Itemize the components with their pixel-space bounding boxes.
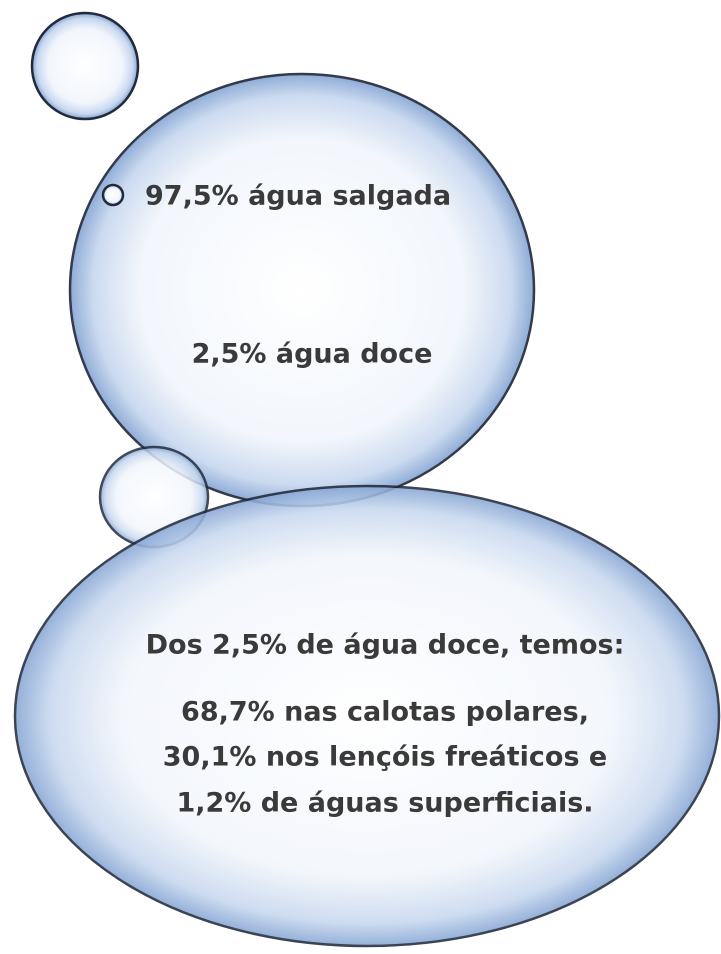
- bubble: [32, 13, 138, 119]
- diagram: 97,5% água salgada 2,5% água doce Dos 2,…: [0, 0, 721, 954]
- breakdown-line: 1,2% de águas superficiais.: [176, 788, 593, 819]
- fresh-water-label: 2,5% água doce: [192, 339, 433, 370]
- breakdown-line: 68,7% nas calotas polares,: [181, 697, 589, 728]
- bubble: [70, 74, 534, 506]
- breakdown-heading: Dos 2,5% de água doce, temos:: [146, 630, 625, 661]
- bubble: [103, 185, 123, 205]
- breakdown-line: 30,1% nos lençóis freáticos e: [163, 742, 607, 773]
- salt-water-label: 97,5% água salgada: [145, 181, 451, 212]
